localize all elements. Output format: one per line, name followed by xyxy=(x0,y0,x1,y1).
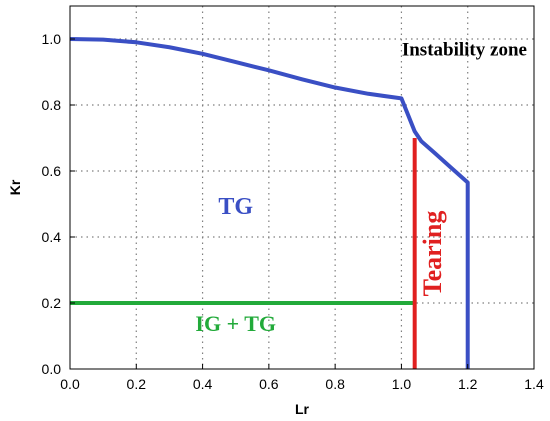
tearing-label: Tearing xyxy=(418,211,447,297)
y-axis-ticks: 0.0 0.2 0.4 0.6 0.8 1.0 xyxy=(42,31,75,377)
x-tick-label: 1.0 xyxy=(392,376,412,392)
x-tick-label: 0.2 xyxy=(127,376,147,392)
y-tick-label: 0.8 xyxy=(42,97,62,113)
tg-label: TG xyxy=(218,194,253,220)
plot-frame xyxy=(69,5,535,370)
y-tick-label: 0.6 xyxy=(42,163,62,179)
y-tick-label: 0.0 xyxy=(42,361,62,377)
blue-limit-curve xyxy=(69,37,470,369)
x-tick-label: 1.2 xyxy=(458,376,478,392)
y-axis-label: Kr xyxy=(7,179,23,195)
x-axis-label: Lr xyxy=(295,401,310,417)
x-tick-label: 0.8 xyxy=(325,376,345,392)
x-tick-label: 0.4 xyxy=(193,376,213,392)
x-tick-label: 0.6 xyxy=(259,376,279,392)
ig-tg-label: IG + TG xyxy=(195,311,276,336)
y-tick-label: 0.4 xyxy=(42,229,62,245)
series-layer xyxy=(69,37,470,369)
x-axis-ticks: 0.0 0.2 0.4 0.6 0.8 1.0 1.2 1.4 xyxy=(60,364,544,392)
instability-zone-label: Instability zone xyxy=(402,40,527,61)
y-tick-label: 0.2 xyxy=(42,295,62,311)
x-tick-label: 1.4 xyxy=(524,376,544,392)
y-tick-label: 1.0 xyxy=(42,31,62,47)
x-tick-label: 0.0 xyxy=(60,376,80,392)
annotations: Instability zone TG IG + TG Tearing xyxy=(195,40,527,337)
